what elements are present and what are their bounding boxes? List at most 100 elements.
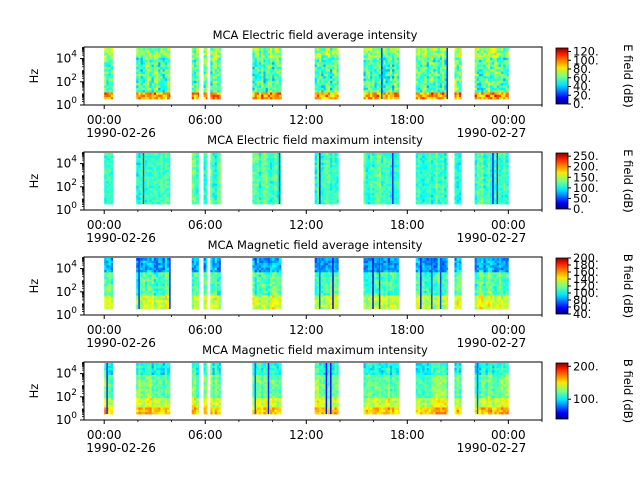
spectrogram-cell [104, 66, 107, 70]
spectrogram-cell [261, 162, 264, 165]
spectrogram-cell [437, 66, 441, 70]
spectrogram-cell [267, 50, 271, 54]
spectrogram-cell [323, 89, 327, 93]
spectrogram-cell [140, 82, 144, 86]
spectrogram-cell [387, 96, 391, 100]
spectrogram-cell [474, 66, 478, 70]
spectrogram-cell [162, 169, 166, 172]
spectrogram-cell [263, 64, 266, 67]
spectrogram-cell [219, 166, 221, 170]
spectrogram-cell [325, 197, 329, 200]
spectrogram-cell [214, 199, 218, 203]
spectrogram-cell [276, 57, 280, 60]
spectrogram-cell [267, 78, 271, 81]
spectrogram-cell [261, 89, 264, 93]
spectrogram-cell [454, 94, 458, 98]
spectrogram-cell [140, 92, 144, 95]
spectrogram-cell [424, 78, 428, 81]
spectrogram-cell [476, 75, 480, 79]
spectrogram-cell [254, 190, 258, 193]
spectrogram-cell [254, 153, 258, 156]
spectrogram-cell [263, 173, 266, 177]
spectrogram-cell [138, 94, 141, 98]
spectrogram-cell [461, 87, 462, 91]
spectrogram-cell [327, 173, 331, 177]
spectrogram-cell [210, 87, 213, 91]
spectrogram-cell [444, 71, 447, 74]
spectrogram-cell [330, 183, 333, 186]
spectrogram-cell [444, 54, 447, 58]
spectrogram-cell [501, 89, 504, 93]
spectrogram-cell [474, 78, 478, 81]
spectrogram-cell [261, 68, 264, 72]
spectrogram-cell [252, 180, 255, 184]
spectrogram-cell [214, 68, 218, 72]
spectrogram-cell [446, 180, 449, 184]
spectrogram-cell [415, 85, 419, 88]
spectrogram-cell [330, 68, 333, 72]
spectrogram-cell [136, 157, 139, 161]
spectrogram-cell [164, 183, 168, 186]
spectrogram-cell [254, 157, 258, 161]
spectrogram-cell [461, 92, 462, 95]
spectrogram-cell [138, 73, 141, 77]
spectrogram-cell [258, 48, 262, 51]
spectrogram-cell [198, 190, 199, 193]
spectrogram-cell [378, 164, 382, 168]
spectrogram-cell [205, 78, 208, 81]
spectrogram-cell [193, 57, 197, 60]
spectrogram-cell [212, 50, 216, 54]
spectrogram-cell [147, 162, 150, 165]
spectrogram-cell [140, 171, 144, 175]
spectrogram-cell [162, 50, 166, 54]
spectrogram-cell [334, 82, 338, 86]
spectrogram-cell [485, 75, 489, 79]
spectrogram-cell [269, 185, 273, 189]
spectrogram-cell [219, 73, 221, 77]
spectrogram-cell [104, 59, 107, 63]
spectrogram-cell [420, 96, 423, 100]
spectrogram-cell [422, 82, 425, 86]
spectrogram-cell [167, 166, 170, 170]
spectrogram-cell [164, 157, 168, 161]
spectrogram-cell [319, 71, 322, 74]
spectrogram-cell [476, 80, 480, 84]
spectrogram-cell [198, 173, 199, 177]
spectrogram-cell [136, 187, 139, 191]
spectrogram-cell [252, 68, 255, 72]
spectrogram-cell [498, 85, 502, 88]
spectrogram-cell [219, 187, 221, 191]
spectrogram-cell [376, 92, 380, 95]
spectrogram-cell [376, 59, 380, 63]
spectrogram-cell [420, 89, 423, 93]
spectrogram-cell [142, 87, 146, 91]
spectrogram-cell [365, 159, 369, 163]
spectrogram-cell [151, 48, 155, 51]
spectrogram-cell [254, 164, 258, 168]
spectrogram-cell [108, 153, 112, 156]
spectrogram-cell [461, 166, 462, 170]
spectrogram-cell [158, 164, 161, 168]
spectrogram-cell [167, 78, 170, 81]
spectrogram-cell [212, 85, 216, 88]
spectrogram-cell [104, 183, 107, 186]
spectrogram-cell [503, 54, 506, 58]
spectrogram-cell [428, 85, 432, 88]
spectrogram-cell [454, 75, 458, 79]
spectrogram-cell [140, 80, 144, 84]
spectrogram-cell [167, 197, 170, 200]
spectrogram-cell [435, 73, 439, 77]
spectrogram-cell [316, 176, 320, 179]
spectrogram-cell [415, 71, 419, 74]
spectrogram-cell [108, 52, 112, 56]
spectrogram-cell [203, 190, 207, 193]
spectrogram-cell [214, 164, 218, 168]
spectrogram-cell [147, 82, 150, 86]
spectrogram-cell [198, 78, 199, 81]
spectrogram-cell [198, 180, 199, 184]
spectrogram-cell [261, 66, 264, 70]
spectrogram-cell [216, 54, 220, 58]
spectrogram-cell [370, 87, 373, 91]
spectrogram-cell [376, 87, 380, 91]
spectrogram-cell [437, 54, 441, 58]
